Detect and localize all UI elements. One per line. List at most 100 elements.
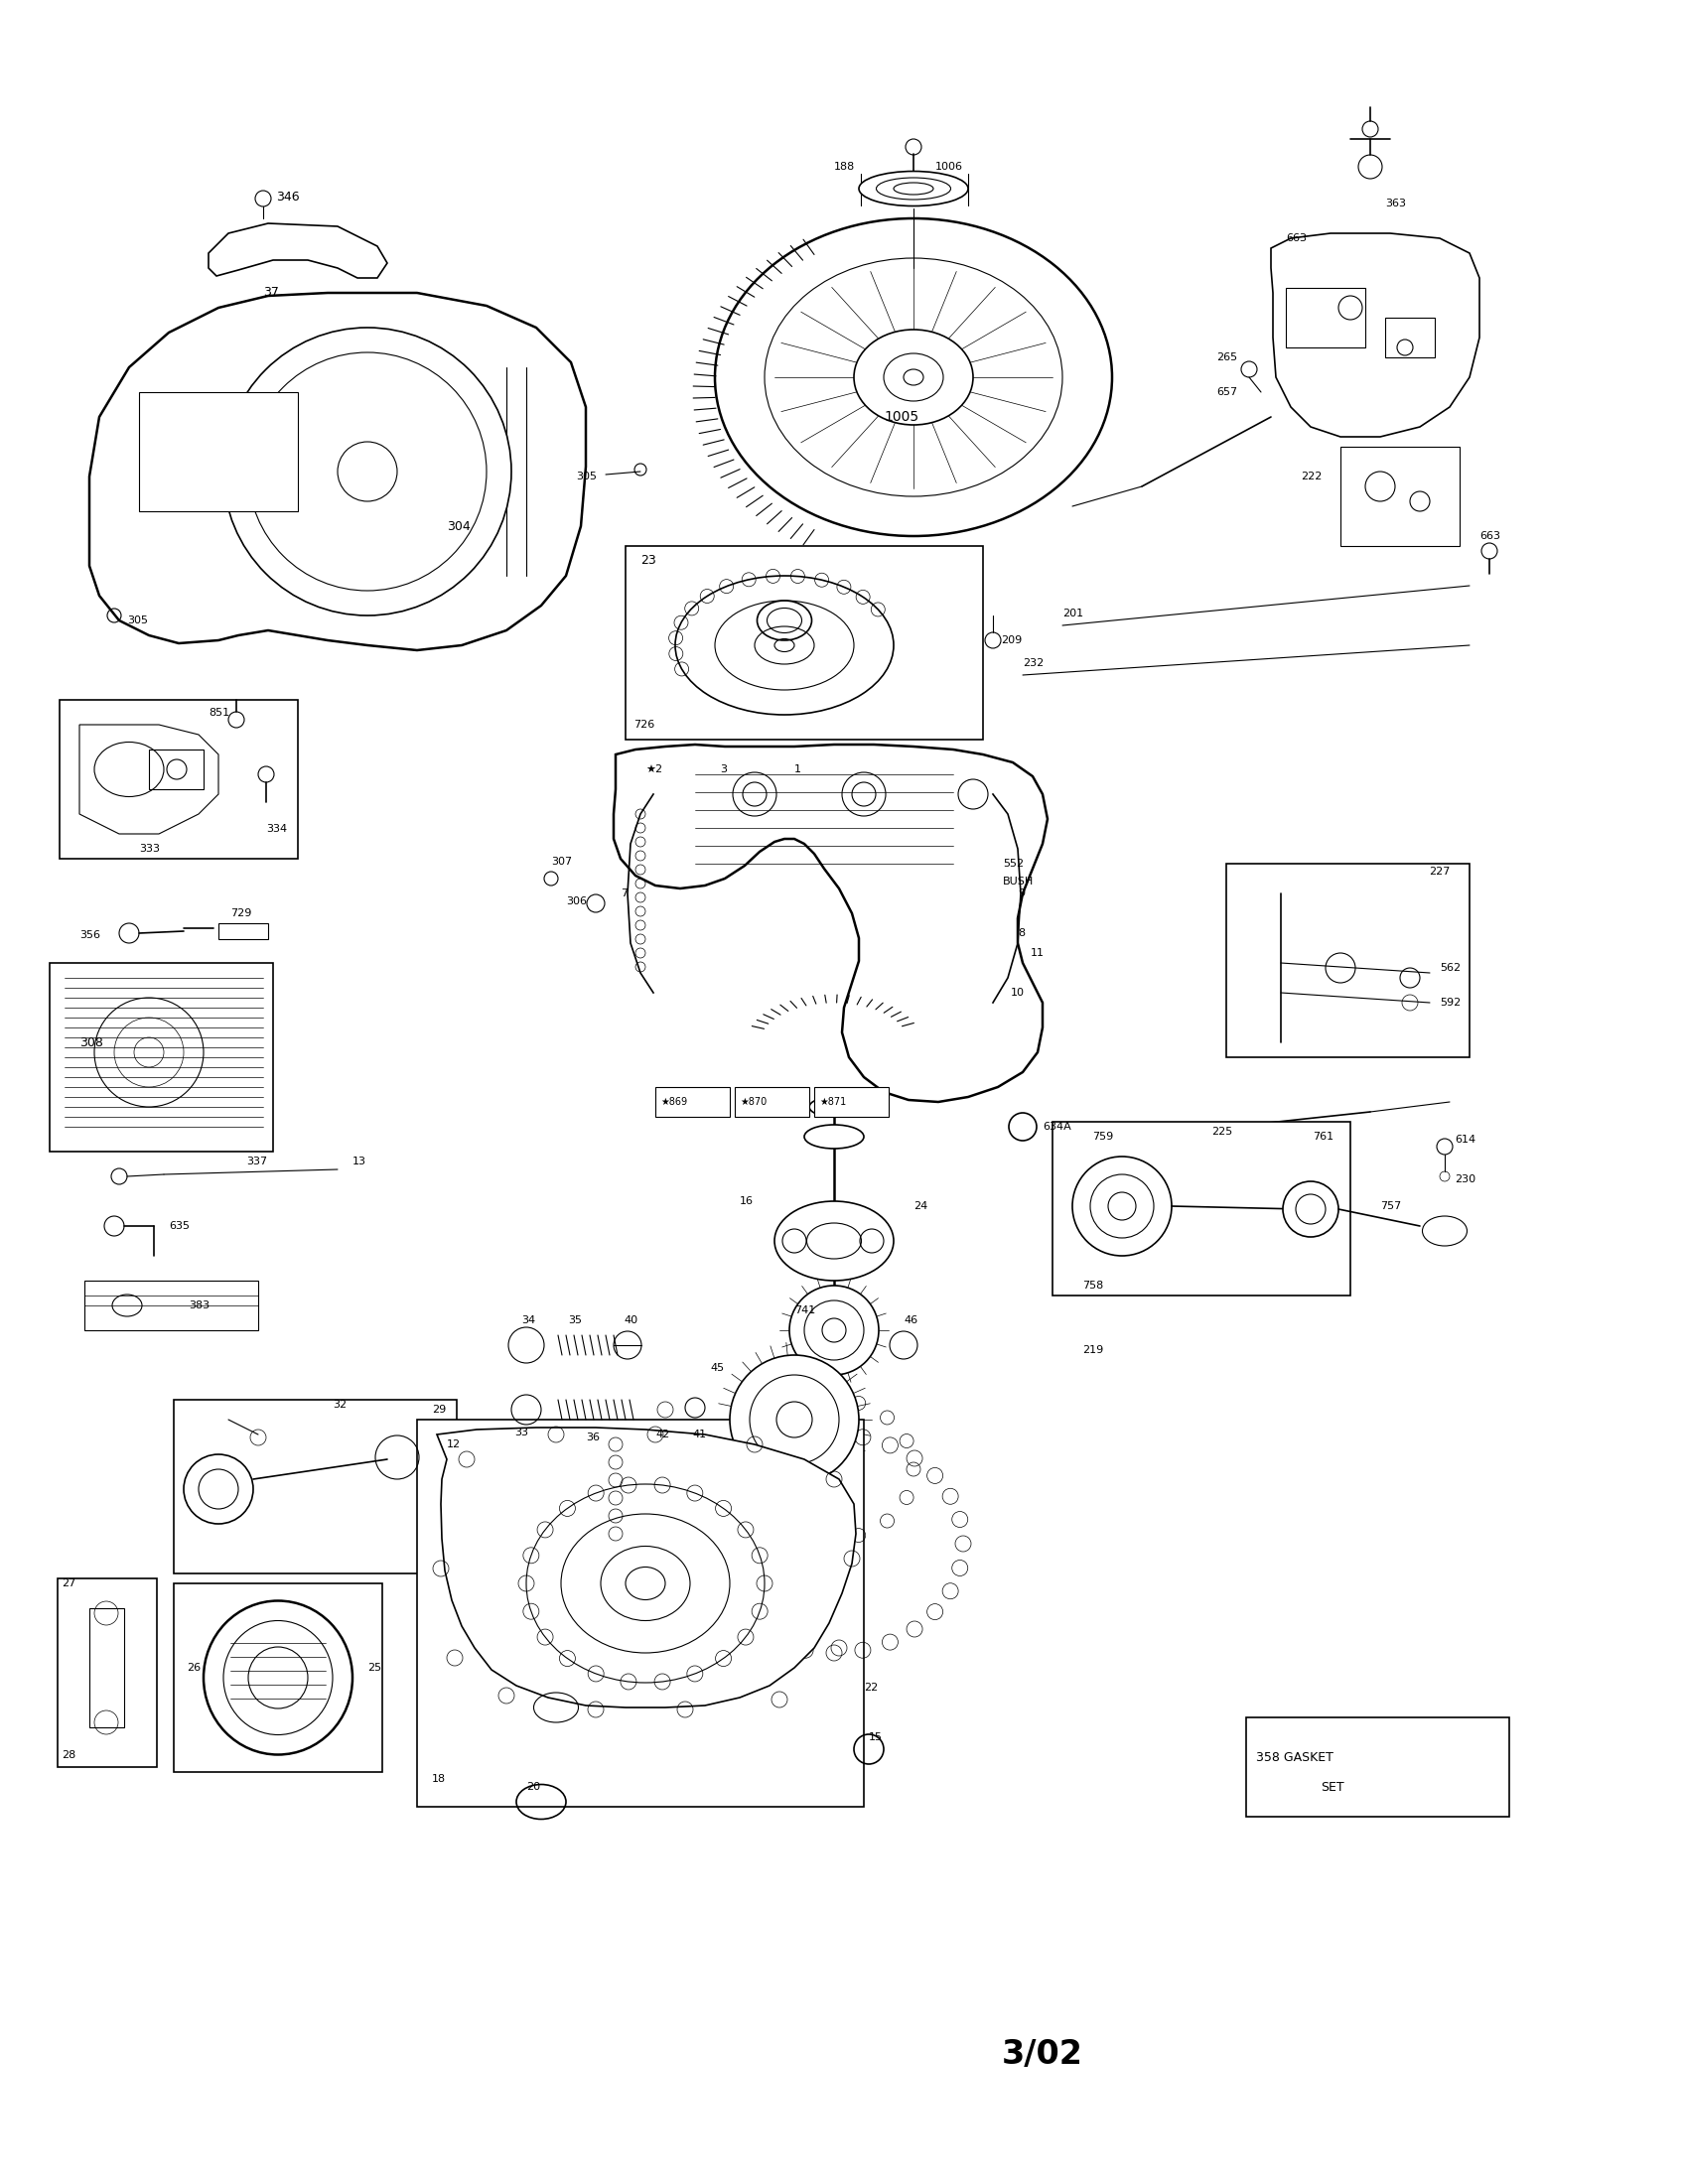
- Text: 41: 41: [692, 1431, 706, 1439]
- Text: 741: 741: [795, 1306, 815, 1315]
- Bar: [655, 1088, 729, 1116]
- Bar: [1052, 1123, 1351, 1295]
- Bar: [140, 393, 298, 511]
- Text: 18: 18: [431, 1773, 446, 1784]
- Bar: [84, 1280, 258, 1330]
- Circle shape: [729, 1354, 859, 1485]
- Text: 45: 45: [711, 1363, 724, 1374]
- Text: 9: 9: [1017, 889, 1026, 898]
- Ellipse shape: [810, 1096, 859, 1116]
- Circle shape: [1073, 1158, 1172, 1256]
- Bar: [1340, 448, 1460, 546]
- Text: 363: 363: [1386, 199, 1406, 207]
- Text: 3/02: 3/02: [1002, 2038, 1083, 2070]
- Text: 42: 42: [655, 1431, 670, 1439]
- Text: 634A: 634A: [1042, 1123, 1071, 1131]
- Text: 26: 26: [187, 1662, 200, 1673]
- Text: 1: 1: [795, 764, 802, 775]
- Ellipse shape: [716, 218, 1111, 535]
- Bar: [0, 2086, 1684, 2184]
- Text: 219: 219: [1083, 1345, 1103, 1354]
- Circle shape: [184, 1455, 253, 1524]
- Text: 33: 33: [514, 1428, 529, 1437]
- Text: 663: 663: [1287, 234, 1307, 242]
- Text: 222: 222: [1300, 472, 1322, 480]
- Text: 334: 334: [266, 823, 286, 834]
- Text: 358 GASKET: 358 GASKET: [1256, 1752, 1334, 1765]
- Bar: [1287, 288, 1366, 347]
- Bar: [1246, 1717, 1509, 1817]
- Text: 16: 16: [739, 1197, 754, 1206]
- Text: 562: 562: [1440, 963, 1460, 972]
- Text: 552: 552: [1004, 858, 1024, 869]
- Text: 307: 307: [551, 856, 573, 867]
- Text: ★871: ★871: [818, 1096, 847, 1107]
- Text: SET: SET: [1320, 1780, 1344, 1793]
- Bar: [1386, 317, 1435, 358]
- Bar: [418, 1420, 864, 1806]
- Text: 46: 46: [904, 1315, 918, 1326]
- Text: 13: 13: [352, 1158, 367, 1166]
- Bar: [734, 1088, 810, 1116]
- Text: 29: 29: [431, 1404, 446, 1415]
- Text: 851: 851: [209, 708, 229, 719]
- Text: 305: 305: [126, 616, 148, 625]
- Text: 757: 757: [1381, 1201, 1401, 1212]
- Text: 230: 230: [1455, 1175, 1475, 1184]
- Bar: [57, 1579, 157, 1767]
- Text: 28: 28: [62, 1749, 76, 1760]
- Text: 337: 337: [246, 1158, 268, 1166]
- Text: 36: 36: [586, 1433, 600, 1441]
- Text: 7: 7: [621, 889, 628, 898]
- Text: 40: 40: [623, 1315, 638, 1326]
- Text: 20: 20: [525, 1782, 541, 1791]
- Text: 383: 383: [189, 1299, 209, 1310]
- Bar: [173, 1583, 382, 1771]
- Ellipse shape: [204, 1601, 352, 1754]
- Text: 635: 635: [168, 1221, 190, 1232]
- Bar: [173, 1400, 456, 1572]
- Ellipse shape: [675, 577, 894, 714]
- Polygon shape: [89, 293, 586, 651]
- Text: 225: 225: [1211, 1127, 1233, 1136]
- Text: 759: 759: [1093, 1131, 1113, 1142]
- Text: 663: 663: [1480, 531, 1500, 542]
- Text: ★869: ★869: [660, 1096, 687, 1107]
- Text: 346: 346: [276, 190, 300, 203]
- Bar: [49, 963, 273, 1151]
- Text: 12: 12: [446, 1439, 461, 1450]
- Text: 22: 22: [864, 1682, 877, 1693]
- Bar: [219, 924, 268, 939]
- Text: 333: 333: [140, 843, 160, 854]
- Text: 25: 25: [367, 1662, 381, 1673]
- Text: 657: 657: [1216, 387, 1238, 397]
- Text: 32: 32: [333, 1400, 347, 1409]
- Text: 308: 308: [79, 1035, 103, 1048]
- Circle shape: [224, 328, 512, 616]
- Text: 356: 356: [79, 930, 101, 939]
- Text: 15: 15: [869, 1732, 882, 1743]
- Text: 726: 726: [633, 721, 655, 729]
- Bar: [625, 546, 983, 740]
- Text: ★2: ★2: [645, 764, 662, 775]
- Circle shape: [1283, 1182, 1339, 1236]
- Ellipse shape: [775, 1201, 894, 1280]
- Ellipse shape: [805, 1125, 864, 1149]
- Text: 1005: 1005: [884, 411, 918, 424]
- Polygon shape: [1271, 234, 1480, 437]
- Text: ★870: ★870: [739, 1096, 766, 1107]
- Text: 27: 27: [62, 1579, 76, 1588]
- Text: 3: 3: [719, 764, 727, 775]
- Text: 761: 761: [1312, 1131, 1334, 1142]
- Bar: [148, 749, 204, 788]
- Text: 614: 614: [1455, 1136, 1475, 1144]
- Text: 8: 8: [1017, 928, 1026, 939]
- Text: 1006: 1006: [935, 162, 963, 173]
- Text: 34: 34: [522, 1315, 536, 1326]
- Text: 592: 592: [1440, 998, 1460, 1007]
- Text: 305: 305: [576, 472, 596, 480]
- Text: 232: 232: [1022, 657, 1044, 668]
- Text: 201: 201: [1063, 609, 1083, 618]
- Circle shape: [790, 1286, 879, 1376]
- Ellipse shape: [876, 177, 951, 199]
